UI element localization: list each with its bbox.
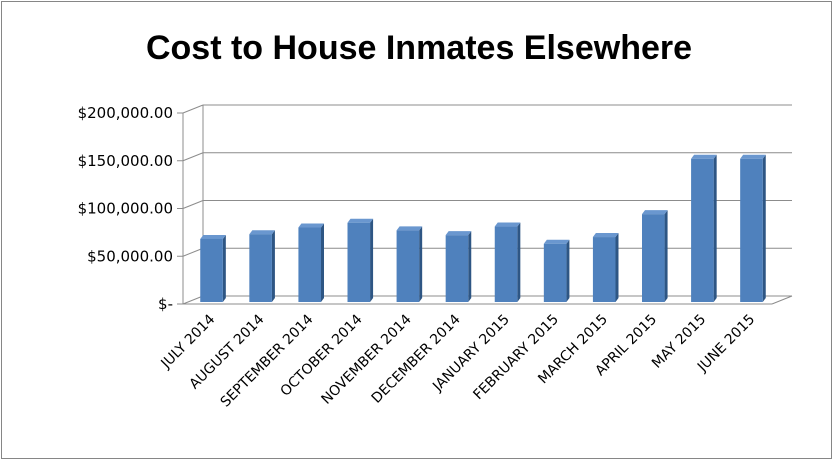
- bar: [445, 231, 472, 302]
- bar-front: [445, 235, 469, 302]
- bar-top: [691, 154, 717, 159]
- bar-side: [517, 222, 521, 302]
- bar: [494, 222, 521, 302]
- bar-top: [396, 226, 423, 231]
- y-tick-label: $50,000.00: [87, 247, 173, 265]
- bar-front: [396, 230, 420, 302]
- bar-side: [320, 223, 324, 302]
- bar: [347, 218, 374, 302]
- bar-top: [445, 231, 472, 236]
- y-tick-label: $200,000.00: [78, 104, 173, 122]
- x-tick-label: NOVEMBER 2014: [319, 311, 415, 407]
- bar-top: [642, 210, 668, 215]
- bar: [642, 210, 668, 302]
- y-axis-ticks: $- $50,000.00 $100,000.00 $150,000.00 $200,0…: [78, 104, 173, 313]
- bar-front: [298, 227, 321, 302]
- x-tick-label: SEPTEMBER 2014: [218, 311, 317, 410]
- bar-side: [713, 154, 717, 302]
- gridline-depth: [182, 295, 204, 305]
- bar-front: [249, 234, 272, 302]
- bar-front: [543, 243, 567, 302]
- bar-side: [419, 226, 423, 302]
- bar-top: [740, 154, 766, 159]
- y-tick-label: $-: [158, 295, 173, 313]
- bars: [200, 154, 766, 302]
- chart-title: Cost to House Inmates Elsewhere: [146, 29, 692, 67]
- bar-top: [494, 222, 521, 227]
- bar-side: [566, 239, 570, 302]
- gridline-depth: [182, 152, 204, 162]
- bar: [396, 226, 423, 302]
- gridline-depth: [182, 247, 204, 257]
- x-tick-label: DECEMBER 2014: [369, 311, 464, 406]
- bar: [298, 223, 324, 302]
- bar: [592, 233, 619, 302]
- bar-top: [200, 234, 226, 239]
- bar: [691, 154, 717, 302]
- y-tick-label: $150,000.00: [78, 152, 173, 170]
- bar-top: [249, 230, 275, 235]
- bar-front: [494, 226, 518, 302]
- bar-front: [347, 222, 371, 302]
- bar-front: [691, 158, 714, 302]
- bar-side: [468, 231, 472, 302]
- floor-right-edge: [771, 295, 793, 305]
- gridline-depth: [182, 200, 204, 209]
- x-tick-label: FEBRUARY 2015: [470, 312, 562, 404]
- bar-front: [592, 237, 616, 302]
- bar: [200, 234, 226, 302]
- bar-side: [664, 210, 668, 302]
- bar-side: [222, 234, 226, 302]
- bar-top: [592, 233, 619, 238]
- bar: [249, 230, 275, 302]
- bar-front: [200, 238, 223, 302]
- bar: [740, 154, 766, 302]
- bar-top: [347, 218, 374, 223]
- bar-side: [271, 230, 275, 302]
- bar-front: [642, 214, 665, 302]
- bar-side: [615, 233, 619, 302]
- bar: [543, 239, 570, 302]
- bar-top: [298, 223, 324, 228]
- bar-front: [740, 158, 763, 302]
- bar-side: [762, 154, 766, 302]
- bar-side: [370, 218, 374, 302]
- bar-top: [543, 239, 570, 244]
- gridline-depth: [182, 104, 204, 114]
- y-tick-label: $100,000.00: [78, 200, 173, 218]
